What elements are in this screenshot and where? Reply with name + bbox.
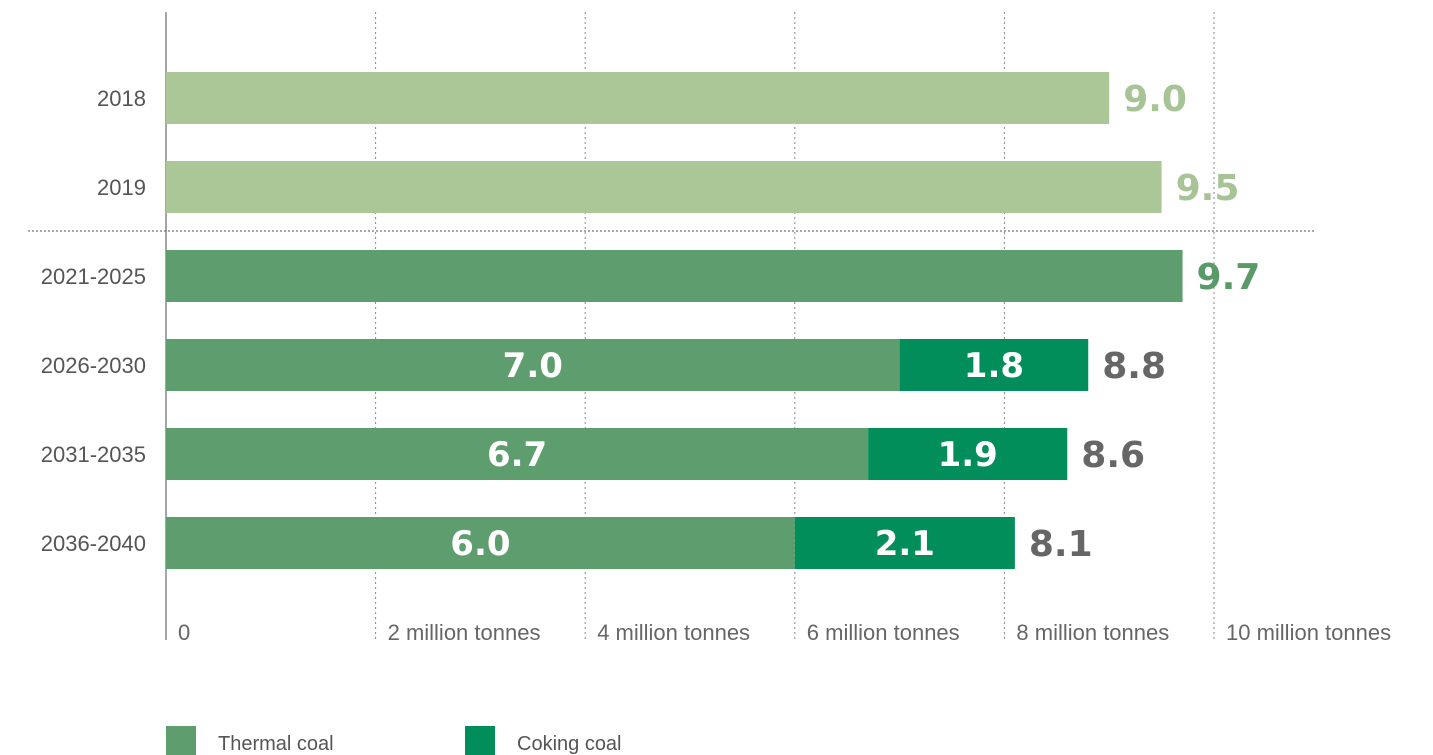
category-label: 2019: [97, 175, 146, 200]
legend-label: Thermal coal: [218, 733, 334, 755]
segment-label-coking: 1.9: [938, 435, 998, 475]
bar-coking-coal: [899, 339, 1089, 391]
x-tick-label: 2 million tonnes: [388, 620, 541, 645]
bar-thermal-coal: [166, 250, 1183, 302]
bar-thermal-coal: [166, 339, 900, 391]
total-label: 9.5: [1176, 168, 1240, 209]
bar-thermal-coal: [166, 517, 795, 569]
category-label: 2036-2040: [41, 531, 146, 556]
segment-label-coking: 2.1: [875, 524, 935, 564]
x-tick-label: 8 million tonnes: [1016, 620, 1169, 645]
x-tick-label: 4 million tonnes: [597, 620, 750, 645]
legend-label: Coking coal: [517, 733, 622, 755]
category-label: 2018: [97, 86, 146, 111]
total-label: 8.6: [1081, 435, 1145, 476]
bar-thermal-coal: [166, 72, 1110, 124]
category-label: 2026-2030: [41, 353, 146, 378]
legend-swatch: [166, 726, 196, 755]
x-tick-labels: 0 2 million tonnes 4 million tonnes 6 milli…: [178, 620, 1391, 645]
x-tick-label: 6 million tonnes: [807, 620, 960, 645]
segment-label-thermal: 7.0: [503, 346, 563, 386]
x-tick-label: 0: [178, 620, 190, 645]
x-tick-label: 10 million tonnes: [1226, 620, 1391, 645]
bar-thermal-coal: [166, 161, 1162, 213]
bar-thermal-coal: [166, 428, 869, 480]
total-label: 8.1: [1029, 524, 1093, 565]
legend: Thermal coal Coking coal: [166, 726, 622, 755]
category-labels: 2018 2019 2021-2025 2026-2030 2031-2035 2036-…: [41, 86, 146, 556]
segment-label-thermal: 6.0: [450, 524, 510, 564]
bar-coking-coal: [794, 517, 1015, 569]
legend-swatch: [465, 726, 495, 755]
segment-label-thermal: 6.7: [487, 435, 547, 475]
total-label: 9.0: [1123, 79, 1187, 120]
category-label: 2021-2025: [41, 264, 146, 289]
category-label: 2031-2035: [41, 442, 146, 467]
total-label: 8.8: [1102, 346, 1166, 387]
total-label: 9.7: [1197, 257, 1261, 298]
bars: 9.0 9.5 9.7 7.0 1.8 8.8 6.7 1.9 8.6 6.0 2.1 8.1: [166, 72, 1260, 569]
bar-coking-coal: [868, 428, 1068, 480]
segment-label-coking: 1.8: [964, 346, 1024, 386]
